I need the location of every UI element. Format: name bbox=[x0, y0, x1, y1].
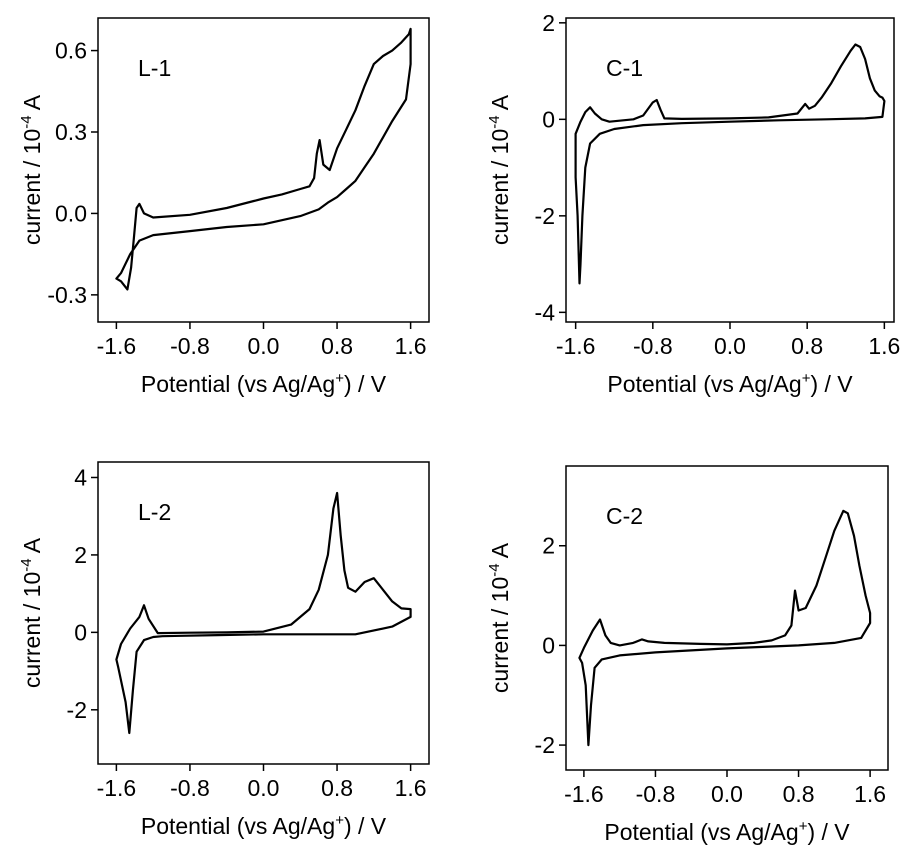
x-axis-label: Potential (vs Ag/Ag+) / V bbox=[141, 370, 387, 397]
x-axis-label-end: ) / V bbox=[344, 813, 387, 839]
y-tick-label: 4 bbox=[74, 464, 87, 490]
x-axis-label-sup: + bbox=[799, 818, 808, 835]
cv-curve bbox=[115, 27, 412, 291]
x-tick-label: -1.6 bbox=[97, 333, 137, 359]
x-axis-label-sup: + bbox=[335, 370, 344, 387]
x-tick-label: 0.0 bbox=[711, 781, 743, 807]
y-axis-label-sup: -4 bbox=[18, 115, 35, 128]
chart-panel-c-1: -1.6 -0.8 0.0 0.8 1.6 -4 -2 0 2 Potential (vs Ag/… bbox=[486, 10, 900, 397]
y-axis-label-main: current / 10 bbox=[19, 129, 45, 245]
x-tick-label: -1.6 bbox=[556, 333, 596, 359]
y-tick-label: 2 bbox=[542, 533, 555, 559]
x-axis-label: Potential (vs Ag/Ag+) / V bbox=[141, 812, 387, 839]
panel-label: L-1 bbox=[138, 55, 171, 81]
x-tick-label: 0.8 bbox=[321, 775, 353, 801]
x-tick-label: -0.8 bbox=[636, 781, 676, 807]
y-axis-label: current / 10-4 A bbox=[18, 94, 45, 245]
x-tick-label: 0.8 bbox=[791, 333, 823, 359]
x-tick-label: 0.0 bbox=[248, 333, 280, 359]
x-axis-label: Potential (vs Ag/Ag+) / V bbox=[607, 370, 853, 397]
x-axis-label-end: ) / V bbox=[810, 371, 853, 397]
y-tick-label: -2 bbox=[535, 203, 555, 229]
x-tick-label: -1.6 bbox=[97, 775, 137, 801]
chart-panel-l-1: -1.6 -0.8 0.0 0.8 1.6 -0.3 0.0 0.3 0.6 Potential … bbox=[18, 17, 430, 397]
y-axis-label-main: current / 10 bbox=[487, 577, 513, 693]
x-axis-label-sup: + bbox=[802, 370, 811, 387]
x-tick-label: -0.8 bbox=[633, 333, 673, 359]
y-axis-label-end: A bbox=[487, 94, 513, 115]
y-axis-label-end: A bbox=[19, 94, 45, 115]
y-axis-label-sup: -4 bbox=[486, 115, 503, 128]
y-axis-label-sup: -4 bbox=[18, 558, 35, 571]
y-tick-label: 0 bbox=[74, 619, 87, 645]
x-tick-label: 1.6 bbox=[868, 333, 900, 359]
x-axis-label-sup: + bbox=[335, 812, 344, 829]
y-tick-label: 0 bbox=[542, 632, 555, 658]
y-axis-label: current / 10-4 A bbox=[486, 542, 513, 693]
y-axis-label-main: current / 10 bbox=[19, 572, 45, 688]
cv-curve bbox=[578, 509, 872, 747]
x-tick-label: 1.6 bbox=[395, 775, 427, 801]
x-axis-label-main: Potential (vs Ag/Ag bbox=[607, 371, 801, 397]
y-axis-label-sup: -4 bbox=[486, 563, 503, 576]
y-axis-label: current / 10-4 A bbox=[486, 94, 513, 245]
x-tick-label: 0.0 bbox=[714, 333, 746, 359]
x-tick-label: -0.8 bbox=[170, 775, 210, 801]
cv-curve bbox=[115, 491, 412, 735]
x-tick-label: 0.8 bbox=[321, 333, 353, 359]
y-tick-label: -4 bbox=[535, 299, 556, 325]
x-tick-label: 0.0 bbox=[248, 775, 280, 801]
panel-label: L-2 bbox=[138, 499, 171, 525]
y-tick-label: 0.0 bbox=[55, 200, 87, 226]
x-tick-label: 0.8 bbox=[783, 781, 815, 807]
x-axis-label-main: Potential (vs Ag/Ag bbox=[141, 371, 335, 397]
y-axis-label-end: A bbox=[19, 537, 45, 558]
y-tick-label: 0.6 bbox=[55, 38, 87, 64]
panel-label: C-2 bbox=[606, 503, 643, 529]
y-tick-label: 0 bbox=[542, 106, 555, 132]
x-axis-label-main: Potential (vs Ag/Ag bbox=[141, 813, 335, 839]
x-tick-label: 1.6 bbox=[395, 333, 427, 359]
x-tick-label: -0.8 bbox=[170, 333, 210, 359]
panel-label: C-1 bbox=[606, 55, 643, 81]
y-axis-label-main: current / 10 bbox=[487, 129, 513, 245]
y-axis-label: current / 10-4 A bbox=[18, 537, 45, 688]
x-axis-label: Potential (vs Ag/Ag+) / V bbox=[604, 818, 850, 845]
y-tick-label: 2 bbox=[74, 542, 87, 568]
y-tick-label: -2 bbox=[67, 697, 87, 723]
cv-curve bbox=[574, 43, 886, 285]
x-axis-label-end: ) / V bbox=[807, 819, 850, 845]
y-tick-label: 2 bbox=[542, 10, 555, 36]
x-tick-label: 1.6 bbox=[854, 781, 886, 807]
y-tick-label: -0.3 bbox=[47, 282, 87, 308]
x-axis-label-end: ) / V bbox=[344, 371, 387, 397]
chart-panel-c-2: -1.6 -0.8 0.0 0.8 1.6 -2 0 2 Potential (vs Ag/Ag… bbox=[486, 465, 889, 845]
x-axis-label-main: Potential (vs Ag/Ag bbox=[604, 819, 798, 845]
y-tick-label: 0.3 bbox=[55, 119, 87, 145]
chart-panel-l-2: -1.6 -0.8 0.0 0.8 1.6 -2 0 2 4 Potential (vs Ag/A… bbox=[18, 461, 430, 839]
y-axis-label-end: A bbox=[487, 542, 513, 563]
x-tick-label: -1.6 bbox=[564, 781, 604, 807]
y-tick-label: -2 bbox=[535, 732, 555, 758]
